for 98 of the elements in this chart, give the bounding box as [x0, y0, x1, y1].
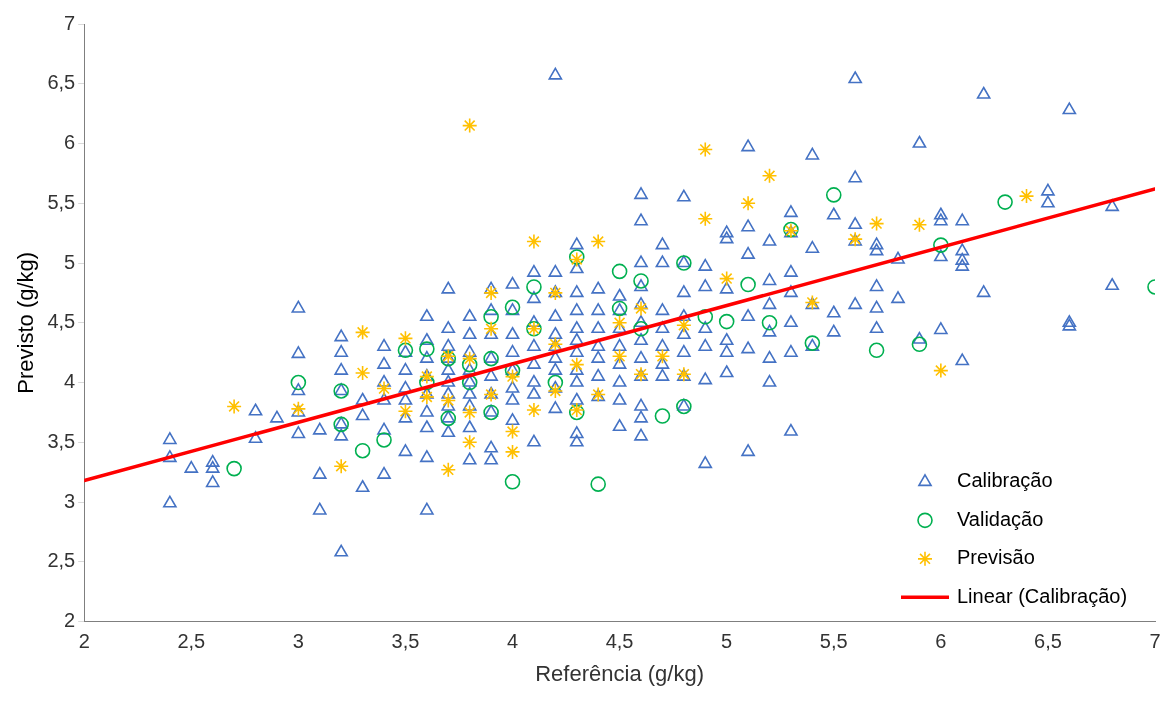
- point: [461, 434, 478, 451]
- point: [483, 320, 499, 337]
- point: [504, 473, 521, 490]
- point: [354, 442, 371, 459]
- point: [697, 211, 714, 227]
- point: [419, 374, 435, 391]
- point: [590, 233, 606, 250]
- point: [611, 315, 628, 331]
- point: [547, 374, 564, 391]
- point: [333, 458, 349, 475]
- point: [933, 237, 949, 253]
- point: [419, 389, 435, 405]
- point: [761, 167, 778, 184]
- point: [483, 350, 499, 367]
- point: [419, 341, 435, 357]
- point: [483, 404, 499, 421]
- point: [718, 270, 735, 287]
- x-tick-label: 4,5: [605, 630, 634, 653]
- y-tick-label: 6,5: [47, 71, 76, 94]
- point: [397, 403, 414, 420]
- point: [676, 398, 692, 415]
- point: [697, 309, 714, 325]
- x-tick-label: 3,5: [391, 630, 420, 653]
- x-tick-label: 2,5: [177, 630, 206, 653]
- point: [868, 342, 885, 359]
- point: [697, 141, 714, 158]
- point: [461, 404, 478, 421]
- point: [590, 476, 606, 492]
- point: [911, 336, 928, 353]
- point: [547, 383, 564, 399]
- point: [461, 117, 478, 134]
- point: [654, 408, 671, 424]
- point: [354, 365, 371, 381]
- point: [633, 300, 649, 317]
- point: [526, 402, 542, 418]
- point: [740, 195, 756, 212]
- point: [718, 313, 735, 330]
- point: [504, 444, 521, 460]
- point: [997, 194, 1013, 210]
- point: [868, 215, 885, 232]
- point: [290, 374, 307, 391]
- point: [440, 392, 457, 409]
- y-tick-label: 2: [64, 609, 76, 632]
- point: [483, 285, 499, 301]
- point: [654, 348, 671, 365]
- y-axis-title: Previsto (g/kg): [13, 251, 39, 394]
- point: [440, 410, 457, 427]
- point: [440, 462, 457, 478]
- point: [461, 356, 478, 373]
- point: [933, 362, 949, 379]
- point: [633, 320, 649, 337]
- y-tick-label: 2,5: [47, 549, 76, 572]
- y-tick-label: 4: [64, 370, 76, 393]
- legend-label: Linear (Calibração): [957, 584, 1128, 607]
- legend-label: Validação: [957, 507, 1044, 530]
- point: [526, 233, 542, 250]
- point: [504, 423, 521, 440]
- y-tick-label: 3: [64, 489, 76, 512]
- y-tick-label: 5,5: [47, 190, 76, 213]
- point: [397, 330, 414, 347]
- point: [483, 309, 499, 325]
- x-tick-label: 6: [935, 630, 947, 653]
- point: [376, 432, 392, 448]
- point: [419, 368, 435, 385]
- point: [333, 416, 349, 433]
- point: [526, 279, 542, 295]
- point: [611, 348, 628, 365]
- point: [761, 315, 778, 331]
- point: [376, 380, 392, 397]
- x-tick-label: 2: [78, 630, 90, 653]
- x-tick-label: 3: [292, 630, 304, 653]
- point: [461, 350, 478, 367]
- y-tick-label: 4,5: [47, 310, 76, 333]
- y-tick-label: 7: [64, 11, 76, 34]
- point: [740, 276, 756, 293]
- legend-label: Calibração: [957, 469, 1053, 492]
- point: [354, 324, 371, 341]
- x-axis-title: Referência (g/kg): [535, 660, 704, 686]
- x-tick-label: 5: [721, 630, 733, 653]
- point: [226, 460, 242, 477]
- point: [611, 263, 628, 280]
- point: [568, 356, 585, 373]
- y-tick-label: 6: [64, 131, 76, 154]
- point: [911, 216, 928, 233]
- point: [825, 187, 842, 203]
- x-tick-label: 7: [1149, 630, 1161, 653]
- x-tick-label: 4: [506, 630, 519, 653]
- y-tick-label: 5: [64, 250, 76, 273]
- point: [1018, 188, 1035, 204]
- point: [226, 398, 242, 415]
- y-tick-label: 3,5: [47, 429, 76, 452]
- point: [676, 317, 692, 333]
- legend-label: Previsão: [957, 546, 1035, 569]
- x-tick-label: 6,5: [1034, 630, 1062, 653]
- point: [504, 368, 521, 385]
- x-tick-label: 5,5: [819, 630, 848, 653]
- point: [633, 273, 649, 289]
- point: [483, 386, 499, 403]
